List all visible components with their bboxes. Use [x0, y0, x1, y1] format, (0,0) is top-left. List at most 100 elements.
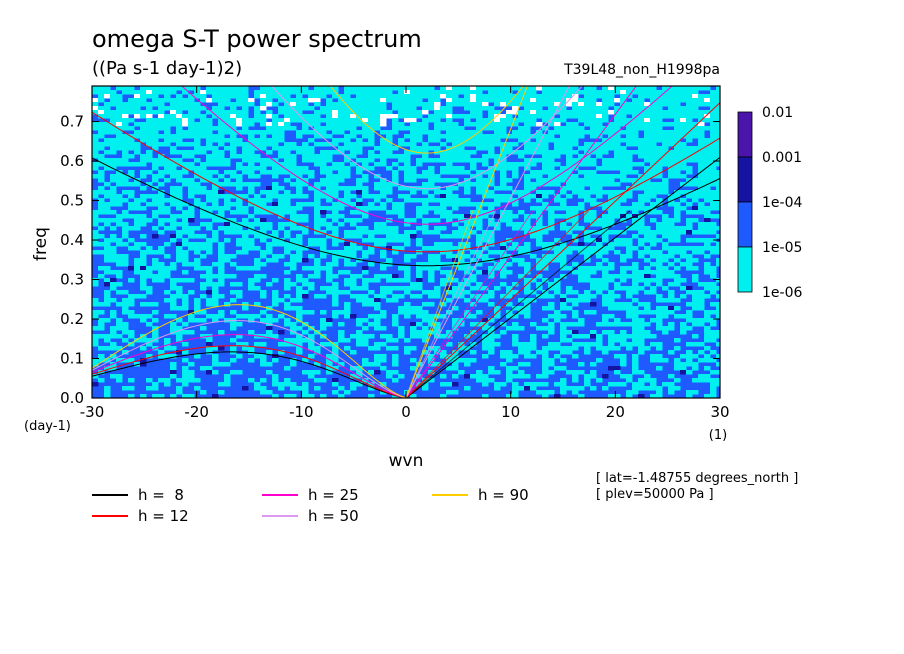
field-cell — [422, 170, 429, 175]
field-cell — [692, 210, 699, 215]
field-cell — [620, 238, 627, 243]
field-cell — [134, 90, 141, 95]
field-cell — [560, 298, 567, 303]
field-cell — [614, 98, 621, 103]
field-cell — [182, 218, 189, 223]
field-cell — [152, 266, 159, 271]
field-cell — [668, 294, 675, 299]
field-cell — [110, 194, 117, 199]
field-cell — [194, 354, 201, 359]
field-cell — [464, 90, 471, 95]
field-cell — [602, 214, 609, 219]
field-cell — [716, 170, 720, 175]
field-cell — [248, 122, 255, 127]
field-cell — [392, 146, 399, 151]
mrg-curve-h50 — [92, 320, 407, 398]
field-cell — [656, 162, 663, 167]
field-cell — [176, 86, 183, 91]
field-cell — [644, 154, 651, 159]
field-cell — [344, 158, 351, 163]
field-cell — [194, 182, 201, 187]
field-cell — [494, 226, 501, 231]
field-cell — [482, 270, 489, 275]
field-cell — [98, 206, 105, 211]
field-cell — [656, 258, 663, 263]
field-cell — [518, 154, 525, 159]
field-cell — [290, 386, 297, 391]
field-cell — [272, 130, 279, 135]
field-cell — [620, 358, 627, 363]
field-cell — [116, 102, 123, 107]
field-cell — [194, 114, 201, 119]
field-cell — [140, 194, 147, 199]
field-cell — [494, 142, 501, 147]
field-cell — [266, 362, 273, 367]
field-cell — [302, 226, 309, 231]
field-cell — [152, 158, 159, 163]
field-cell — [674, 238, 681, 243]
field-cell — [578, 294, 585, 299]
field-cell — [170, 346, 177, 351]
field-cell — [296, 346, 303, 351]
field-cell — [608, 342, 615, 347]
field-cell — [326, 102, 333, 107]
field-cell — [92, 338, 99, 343]
field-cell — [404, 150, 411, 155]
field-cell — [182, 378, 189, 383]
field-cell — [452, 214, 459, 219]
field-cell — [212, 234, 219, 239]
field-cell — [260, 378, 267, 383]
field-cell — [548, 342, 555, 347]
field-cell — [242, 146, 249, 151]
field-cell — [230, 226, 237, 231]
field-cell — [584, 170, 591, 175]
field-cell — [662, 114, 669, 119]
field-cell — [668, 166, 675, 171]
field-cell — [476, 126, 483, 131]
field-cell — [356, 226, 363, 231]
field-cell — [242, 342, 249, 347]
field-cell — [116, 182, 123, 187]
field-cell — [572, 354, 579, 359]
field-cell — [410, 94, 417, 99]
field-cell — [488, 250, 495, 255]
field-cell — [650, 126, 657, 131]
field-cell — [416, 278, 423, 283]
field-cell — [446, 94, 453, 99]
field-cell — [224, 226, 231, 231]
field-cell — [632, 162, 639, 167]
field-cell — [236, 198, 243, 203]
field-cell — [560, 86, 567, 91]
field-cell — [482, 162, 489, 167]
field-cell — [458, 370, 465, 375]
field-cell — [650, 186, 657, 191]
field-cell — [680, 90, 687, 95]
field-cell — [692, 126, 699, 131]
field-cell — [536, 222, 543, 227]
field-cell — [188, 162, 195, 167]
field-cell — [716, 130, 720, 135]
field-cell — [632, 390, 639, 395]
field-cell — [332, 382, 339, 387]
field-cell — [572, 238, 579, 243]
field-cell — [452, 254, 459, 259]
field-cell — [314, 266, 321, 271]
field-cell — [716, 246, 720, 251]
field-cell — [146, 270, 153, 275]
field-cell — [578, 130, 585, 135]
field-cell — [224, 230, 231, 235]
field-cell — [278, 242, 285, 247]
field-cell — [464, 270, 471, 275]
field-cell — [518, 370, 525, 375]
field-cell — [464, 118, 471, 123]
field-cell — [230, 222, 237, 227]
field-cell — [626, 86, 633, 91]
field-cell — [272, 118, 279, 123]
field-cell — [452, 246, 459, 251]
field-cell — [716, 370, 720, 375]
field-cell — [584, 142, 591, 147]
field-cell — [140, 234, 147, 239]
field-cell — [260, 318, 267, 323]
field-cell — [506, 194, 513, 199]
field-cell — [542, 150, 549, 155]
